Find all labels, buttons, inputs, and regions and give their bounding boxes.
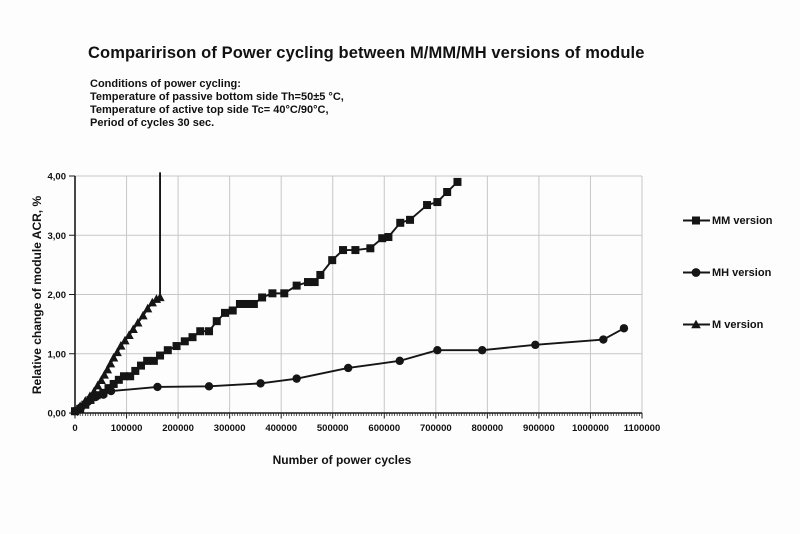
conditions-line-1: Conditions of power cycling: bbox=[90, 78, 241, 90]
conditions-line-3: Temperature of active top side Tc= 40°C/… bbox=[90, 104, 329, 116]
svg-text:2,00: 2,00 bbox=[48, 290, 67, 301]
triangle-marker-icon bbox=[683, 319, 710, 329]
page-title: Comparirison of Power cycling between M/… bbox=[88, 44, 645, 62]
svg-text:900000: 900000 bbox=[523, 423, 555, 434]
square-marker-icon bbox=[683, 216, 710, 225]
y-tick-labels: 0,00 1,00 2,00 3,00 4,00 bbox=[48, 172, 67, 420]
legend-label: MH version bbox=[712, 266, 772, 279]
chart-legend: MM version MH version M version bbox=[683, 214, 773, 331]
legend-label: MM version bbox=[712, 214, 773, 227]
svg-text:500000: 500000 bbox=[317, 423, 349, 434]
svg-text:800000: 800000 bbox=[472, 423, 504, 434]
svg-text:400000: 400000 bbox=[265, 423, 297, 434]
conditions-line-4: Period of cycles 30 sec. bbox=[90, 117, 215, 129]
svg-text:0: 0 bbox=[72, 423, 77, 434]
x-axis-title: Number of power cycles bbox=[272, 453, 412, 467]
svg-text:1,00: 1,00 bbox=[48, 349, 67, 360]
x-tick-labels: 0 100000 200000 300000 400000 500000 600000 700… bbox=[72, 423, 660, 434]
axis-ticks bbox=[69, 175, 643, 419]
conditions-line-2: Temperature of passive bottom side Th=50… bbox=[90, 91, 344, 103]
legend-item-mh-version: MH version bbox=[683, 266, 773, 279]
svg-text:4,00: 4,00 bbox=[48, 172, 67, 183]
svg-text:1100000: 1100000 bbox=[624, 423, 660, 434]
svg-text:1000000: 1000000 bbox=[572, 423, 609, 434]
legend-item-mm-version: MM version bbox=[683, 214, 773, 227]
svg-text:100000: 100000 bbox=[111, 423, 143, 434]
circle-marker-icon bbox=[683, 268, 710, 277]
svg-text:600000: 600000 bbox=[368, 423, 400, 434]
svg-text:0,00: 0,00 bbox=[48, 409, 67, 420]
series-m-version bbox=[70, 172, 165, 415]
series-mm-version bbox=[71, 177, 462, 416]
conditions-block: Conditions of power cycling: Temperature… bbox=[90, 78, 344, 130]
svg-text:3,00: 3,00 bbox=[48, 231, 67, 242]
gridlines bbox=[75, 175, 643, 413]
series-mh-version bbox=[70, 324, 629, 416]
svg-text:300000: 300000 bbox=[214, 423, 246, 434]
svg-text:700000: 700000 bbox=[420, 423, 452, 434]
svg-text:200000: 200000 bbox=[162, 423, 194, 434]
legend-item-m-version: M version bbox=[683, 318, 773, 331]
legend-label: M version bbox=[712, 318, 764, 331]
